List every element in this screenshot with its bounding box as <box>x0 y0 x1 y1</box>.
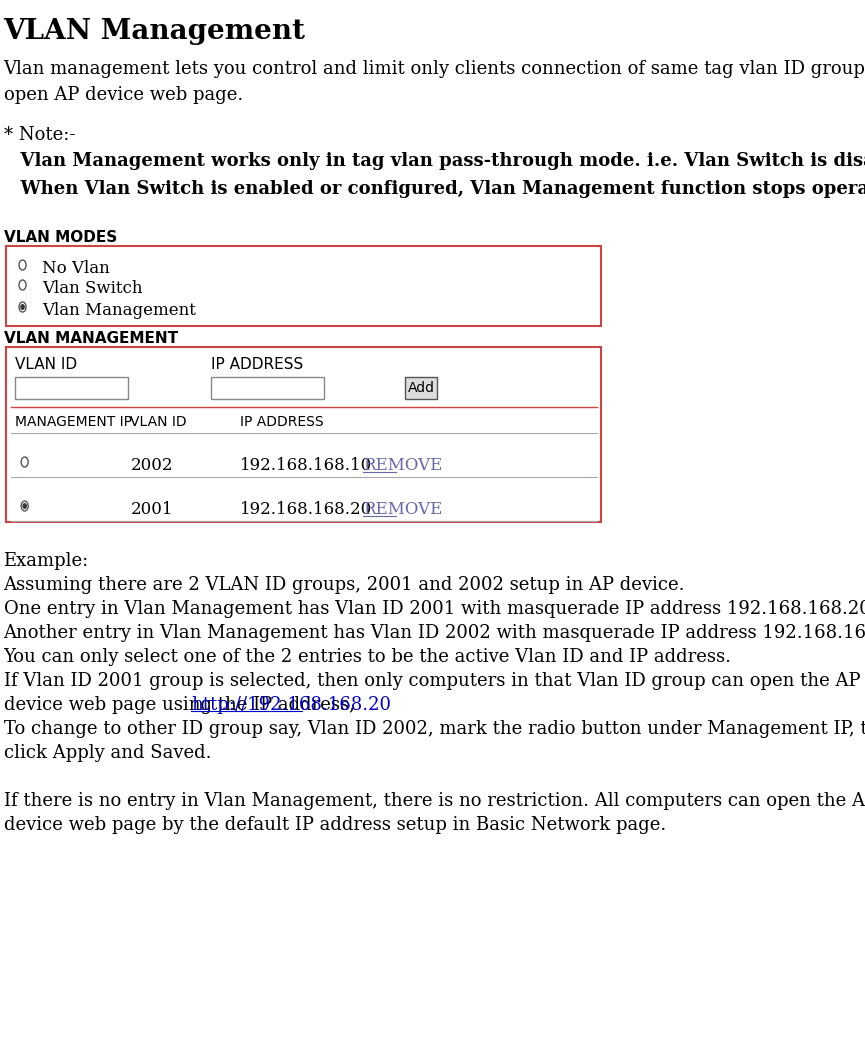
Text: 192.168.168.20: 192.168.168.20 <box>240 501 372 518</box>
Text: VLAN ID: VLAN ID <box>16 357 78 372</box>
Text: VLAN Management: VLAN Management <box>3 18 305 45</box>
Text: device web page using the IP address,: device web page using the IP address, <box>3 696 360 713</box>
Text: Vlan Management: Vlan Management <box>42 302 196 319</box>
Text: Add: Add <box>407 381 434 395</box>
Text: Vlan management lets you control and limit only clients connection of same tag v: Vlan management lets you control and lim… <box>3 60 865 78</box>
Text: VLAN MODES: VLAN MODES <box>3 230 117 245</box>
Text: Assuming there are 2 VLAN ID groups, 2001 and 2002 setup in AP device.: Assuming there are 2 VLAN ID groups, 200… <box>3 576 685 594</box>
Text: To change to other ID group say, Vlan ID 2002, mark the radio button under Manag: To change to other ID group say, Vlan ID… <box>3 720 865 738</box>
Text: open AP device web page.: open AP device web page. <box>3 86 243 104</box>
Text: click Apply and Saved.: click Apply and Saved. <box>3 744 211 762</box>
FancyBboxPatch shape <box>16 377 128 398</box>
Text: Another entry in Vlan Management has Vlan ID 2002 with masquerade IP address 192: Another entry in Vlan Management has Vla… <box>3 624 865 642</box>
Text: 2001: 2001 <box>131 501 173 518</box>
FancyBboxPatch shape <box>405 377 437 398</box>
Text: * Note:-: * Note:- <box>3 126 75 144</box>
Text: Vlan Switch: Vlan Switch <box>42 280 143 297</box>
Text: Example:: Example: <box>3 552 89 570</box>
Text: REMOVE: REMOVE <box>362 501 442 518</box>
Text: IP ADDRESS: IP ADDRESS <box>211 357 304 372</box>
Text: 192.168.168.10: 192.168.168.10 <box>240 457 372 474</box>
Text: VLAN ID: VLAN ID <box>131 415 187 429</box>
FancyBboxPatch shape <box>211 377 324 398</box>
Text: When Vlan Switch is enabled or configured, Vlan Management function stops operat: When Vlan Switch is enabled or configure… <box>9 180 865 198</box>
Text: No Vlan: No Vlan <box>42 260 110 277</box>
Circle shape <box>21 304 24 310</box>
FancyBboxPatch shape <box>6 347 601 522</box>
Text: http://192.168.168.20: http://192.168.168.20 <box>191 696 391 713</box>
Text: VLAN MANAGEMENT: VLAN MANAGEMENT <box>3 331 177 346</box>
Text: If there is no entry in Vlan Management, there is no restriction. All computers : If there is no entry in Vlan Management,… <box>3 792 865 810</box>
Text: If Vlan ID 2001 group is selected, then only computers in that Vlan ID group can: If Vlan ID 2001 group is selected, then … <box>3 672 860 690</box>
FancyBboxPatch shape <box>6 246 601 326</box>
Circle shape <box>23 504 26 508</box>
Text: Vlan Management works only in tag vlan pass-through mode. i.e. Vlan Switch is di: Vlan Management works only in tag vlan p… <box>9 152 865 170</box>
Text: REMOVE: REMOVE <box>362 457 442 474</box>
Text: MANAGEMENT IP: MANAGEMENT IP <box>16 415 132 429</box>
Text: IP ADDRESS: IP ADDRESS <box>240 415 324 429</box>
Text: You can only select one of the 2 entries to be the active Vlan ID and IP address: You can only select one of the 2 entries… <box>3 648 732 666</box>
Text: One entry in Vlan Management has Vlan ID 2001 with masquerade IP address 192.168: One entry in Vlan Management has Vlan ID… <box>3 600 865 618</box>
Text: device web page by the default IP address setup in Basic Network page.: device web page by the default IP addres… <box>3 816 666 834</box>
Text: 2002: 2002 <box>131 457 173 474</box>
